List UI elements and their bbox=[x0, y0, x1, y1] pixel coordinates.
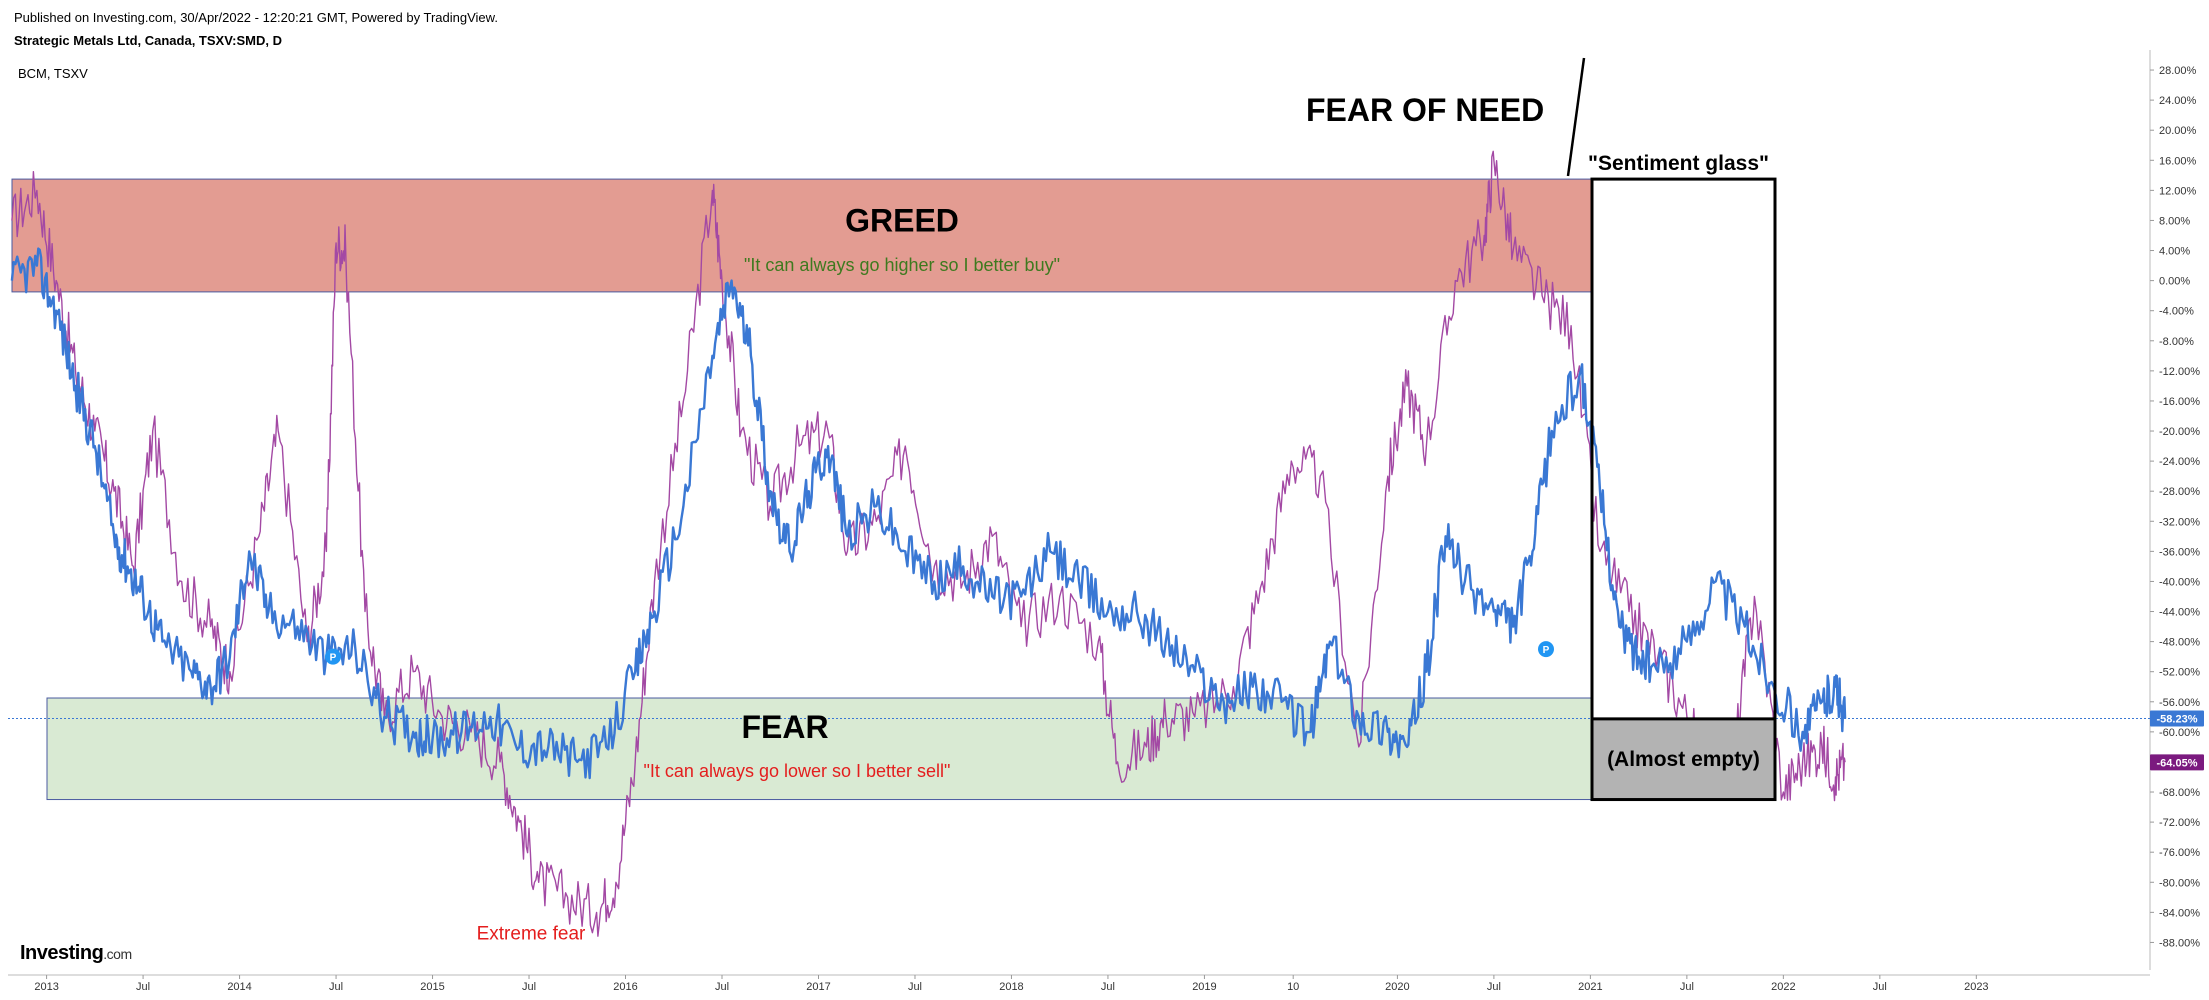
last-value-label: -58.23% bbox=[2157, 714, 2198, 726]
glass-outline bbox=[1590, 177, 1777, 802]
x-tick-label: 2022 bbox=[1771, 981, 1795, 993]
y-tick-label: -24.00% bbox=[2159, 456, 2200, 468]
pointer-stroke bbox=[1566, 57, 1586, 177]
y-tick-label: 28.00% bbox=[2159, 65, 2197, 77]
marker-badge bbox=[1538, 641, 1554, 658]
last-value-badge bbox=[2150, 710, 2204, 727]
greed-zone bbox=[11, 178, 1593, 293]
series-line-smd bbox=[10, 247, 1847, 780]
x-tick-label: 2023 bbox=[1964, 981, 1988, 993]
x-tick-label: 2014 bbox=[227, 981, 251, 993]
y-tick-label: -36.00% bbox=[2159, 546, 2200, 558]
x-tick-label: 2019 bbox=[1192, 981, 1216, 993]
y-tick-label: -16.00% bbox=[2159, 396, 2200, 408]
x-tick-label: Jul bbox=[715, 981, 729, 993]
y-tick-label: 0.00% bbox=[2159, 276, 2190, 288]
x-tick-label: 2016 bbox=[613, 981, 637, 993]
y-tick-label: -76.00% bbox=[2159, 847, 2200, 859]
marker-badge-text: P bbox=[330, 653, 337, 664]
greed-title: GREED bbox=[845, 203, 959, 239]
x-tick-label: 2018 bbox=[999, 981, 1023, 993]
extreme-fear-label: Extreme fear bbox=[477, 923, 586, 944]
x-tick-label: 2013 bbox=[34, 981, 58, 993]
series-line-bcm bbox=[11, 150, 1846, 937]
y-tick-label: -88.00% bbox=[2159, 937, 2200, 949]
y-tick-label: -20.00% bbox=[2159, 426, 2200, 438]
y-tick-label: 16.00% bbox=[2159, 155, 2197, 167]
glass-fill bbox=[1592, 718, 1775, 800]
y-tick-label: -12.00% bbox=[2159, 366, 2200, 378]
zones-layer bbox=[11, 178, 1593, 801]
y-tick-label: -44.00% bbox=[2159, 607, 2200, 619]
y-tick-label: 8.00% bbox=[2159, 215, 2190, 227]
annotations-layer: GREED "It can always go higher so I bette… bbox=[325, 57, 1769, 944]
brand-name: Investing bbox=[20, 942, 104, 964]
greed-quote: "It can always go higher so I better buy… bbox=[744, 255, 1060, 275]
published-info: Published on Investing.com, 30/Apr/2022 … bbox=[14, 10, 498, 25]
sentiment-glass-label: "Sentiment glass" bbox=[1588, 152, 1769, 175]
x-tick-label: 2015 bbox=[420, 981, 444, 993]
y-tick-label: -40.00% bbox=[2159, 576, 2200, 588]
y-tick-label: -4.00% bbox=[2159, 306, 2194, 318]
x-tick-label: Jul bbox=[136, 981, 150, 993]
y-tick-label: 12.00% bbox=[2159, 185, 2197, 197]
x-tick-label: 10 bbox=[1287, 981, 1299, 993]
y-tick-label: -52.00% bbox=[2159, 667, 2200, 679]
fear-title: FEAR bbox=[741, 709, 828, 745]
y-tick-label: -84.00% bbox=[2159, 907, 2200, 919]
last-value-label: -64.05% bbox=[2157, 757, 2198, 769]
y-tick-label: -28.00% bbox=[2159, 486, 2200, 498]
y-tick-label: 24.00% bbox=[2159, 95, 2197, 107]
x-tick-label: 2020 bbox=[1385, 981, 1409, 993]
fear-of-need-label: FEAR OF NEED bbox=[1306, 92, 1544, 128]
marker-badge bbox=[325, 648, 341, 665]
brand-domain: .com bbox=[103, 946, 132, 962]
y-tick-label: -80.00% bbox=[2159, 877, 2200, 889]
x-tick-label: Jul bbox=[1487, 981, 1501, 993]
x-tick-label: 2017 bbox=[806, 981, 830, 993]
y-tick-label: -8.00% bbox=[2159, 336, 2194, 348]
fear-quote: "It can always go lower so I better sell… bbox=[644, 761, 951, 781]
y-tick-label: -68.00% bbox=[2159, 787, 2200, 799]
compare-symbol-label: BCM, TSXV bbox=[18, 66, 88, 81]
axes-layer: 28.00% 24.00% 20.00% 16.00% 12.00% 8.00% 4.00%… bbox=[8, 50, 2200, 993]
x-tick-label: 2021 bbox=[1578, 981, 1602, 993]
x-tick-label: Jul bbox=[1873, 981, 1887, 993]
x-tick-label: Jul bbox=[522, 981, 536, 993]
x-tick-label: Jul bbox=[1680, 981, 1694, 993]
marker-badge-text: P bbox=[1543, 645, 1550, 656]
series-layer bbox=[8, 150, 2150, 937]
sentiment-glass: (Almost empty) bbox=[1590, 177, 1777, 802]
y-tick-label: -60.00% bbox=[2159, 727, 2200, 739]
y-tick-label: 4.00% bbox=[2159, 246, 2190, 258]
last-value-badge bbox=[2150, 754, 2204, 771]
y-tick-label: -48.00% bbox=[2159, 637, 2200, 649]
x-tick-label: Jul bbox=[329, 981, 343, 993]
fear-zone bbox=[46, 697, 1593, 801]
y-tick-label: -32.00% bbox=[2159, 516, 2200, 528]
x-tick-label: Jul bbox=[908, 981, 922, 993]
y-tick-label: -56.00% bbox=[2159, 697, 2200, 709]
y-tick-label: -72.00% bbox=[2159, 817, 2200, 829]
glass-level-label: (Almost empty) bbox=[1607, 748, 1760, 771]
investing-logo: Investing.com bbox=[20, 942, 132, 965]
chart-symbol-title: Strategic Metals Ltd, Canada, TSXV:SMD, … bbox=[14, 33, 282, 48]
x-tick-label: Jul bbox=[1101, 981, 1115, 993]
y-tick-label: 20.00% bbox=[2159, 125, 2197, 137]
price-labels-layer: -58.23% -64.05% bbox=[2150, 710, 2204, 771]
